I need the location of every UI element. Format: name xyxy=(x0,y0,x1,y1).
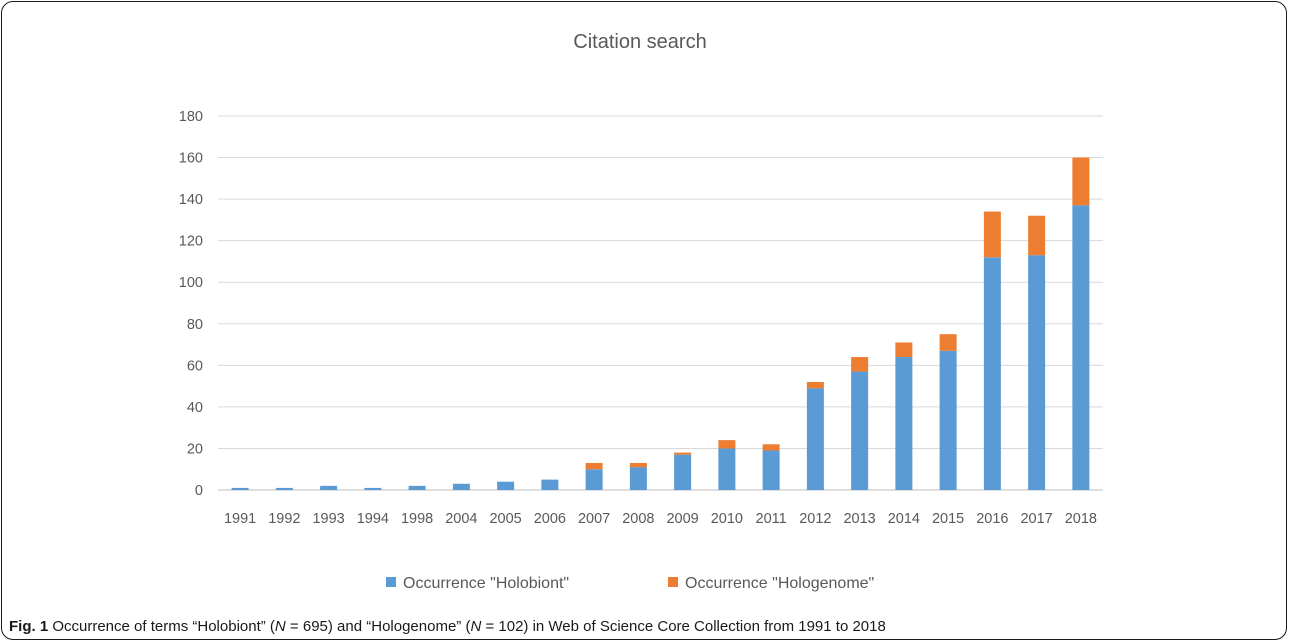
legend: Occurrence "Holobiont" Occurrence "Hologe… xyxy=(386,575,874,592)
bar-segment xyxy=(320,485,338,490)
caption-label: Fig. 1 xyxy=(9,618,49,635)
bar-segment xyxy=(364,487,382,490)
bar-segment xyxy=(231,487,249,490)
legend-label: Occurrence "Holobiont" xyxy=(403,575,569,592)
y-axis: 0 20 40 60 80 100 120 140 160 180 xyxy=(179,109,203,499)
bar-segment xyxy=(585,469,603,490)
figure-caption: Fig. 1 Occurrence of terms “Holobiont” (… xyxy=(9,618,886,635)
x-tick-label: 1992 xyxy=(268,511,300,527)
bar-segment xyxy=(674,454,692,490)
x-tick-label: 2018 xyxy=(1065,511,1097,527)
bar-segment xyxy=(718,448,736,490)
x-tick-label: 2017 xyxy=(1020,511,1052,527)
y-tick-label: 60 xyxy=(187,358,203,374)
x-tick-label: 1991 xyxy=(224,511,256,527)
x-tick-label: 2011 xyxy=(756,511,787,527)
bars xyxy=(231,157,1090,490)
bar-segment xyxy=(452,483,470,490)
y-tick-label: 160 xyxy=(179,151,203,167)
x-tick-label: 1993 xyxy=(312,511,344,527)
x-tick-label: 2014 xyxy=(888,511,920,527)
bar-segment xyxy=(806,381,824,389)
y-tick-label: 180 xyxy=(179,109,203,125)
bar-segment xyxy=(275,487,293,490)
x-tick-label: 2010 xyxy=(711,511,743,527)
gridlines xyxy=(218,115,1103,491)
bar-segment xyxy=(541,479,559,490)
bar-segment xyxy=(1072,205,1090,490)
stacked-bar-chart: Citation search 0 20 40 60 80 100 120 140 160 180… xyxy=(179,31,1103,592)
bar-segment xyxy=(851,357,869,372)
bar-segment xyxy=(408,485,426,490)
x-tick-label: 2008 xyxy=(622,511,654,527)
x-tick-label: 2009 xyxy=(666,511,698,527)
x-axis: 1991 1992 1993 1994 1998 2004 2005 2006 2007 2008… xyxy=(224,511,1097,527)
y-tick-label: 100 xyxy=(179,275,203,291)
bar-segment xyxy=(1028,215,1046,256)
caption-text-1: Occurrence of terms “Holobiont” ( xyxy=(48,618,275,635)
y-tick-label: 0 xyxy=(195,483,203,499)
bar-segment xyxy=(939,350,957,490)
chart-title: Citation search xyxy=(573,31,706,53)
bar-segment xyxy=(762,444,780,451)
x-tick-label: 2004 xyxy=(445,511,477,527)
y-tick-label: 80 xyxy=(187,317,203,333)
bar-segment xyxy=(585,462,603,470)
bar-segment xyxy=(895,342,913,358)
bar-segment xyxy=(718,440,736,449)
x-tick-label: 2015 xyxy=(932,511,964,527)
bar-segment xyxy=(629,467,647,490)
x-tick-label: 1994 xyxy=(357,511,389,527)
bar-segment xyxy=(497,481,515,490)
bar-segment xyxy=(629,462,647,468)
y-tick-label: 140 xyxy=(179,192,203,208)
x-tick-label: 2016 xyxy=(976,511,1008,527)
legend-swatch xyxy=(386,577,396,587)
x-tick-label: 2012 xyxy=(799,511,831,527)
bar-segment xyxy=(674,452,692,455)
bar-segment xyxy=(1072,157,1090,206)
caption-text-3: = 102) in Web of Science Core Collection… xyxy=(481,618,886,635)
bar-segment xyxy=(983,257,1001,490)
y-tick-label: 40 xyxy=(187,400,203,416)
bar-segment xyxy=(1028,255,1046,490)
legend-swatch xyxy=(668,577,678,587)
caption-n-1: N xyxy=(274,618,286,635)
x-tick-label: 1998 xyxy=(401,511,433,527)
x-tick-label: 2005 xyxy=(489,511,521,527)
legend-label: Occurrence "Hologenome" xyxy=(685,575,874,592)
x-tick-label: 2007 xyxy=(578,511,610,527)
bar-segment xyxy=(762,450,780,490)
bar-segment xyxy=(851,371,869,490)
bar-segment xyxy=(939,334,957,351)
bar-segment xyxy=(806,388,824,490)
caption-text-2: = 695) and “Hologenome” ( xyxy=(285,618,471,635)
x-tick-label: 2006 xyxy=(534,511,566,527)
y-tick-label: 120 xyxy=(179,234,203,250)
bar-segment xyxy=(983,211,1001,258)
y-tick-label: 20 xyxy=(187,441,203,457)
x-tick-label: 2013 xyxy=(843,511,875,527)
bar-segment xyxy=(895,357,913,490)
caption-n-2: N xyxy=(470,618,482,635)
